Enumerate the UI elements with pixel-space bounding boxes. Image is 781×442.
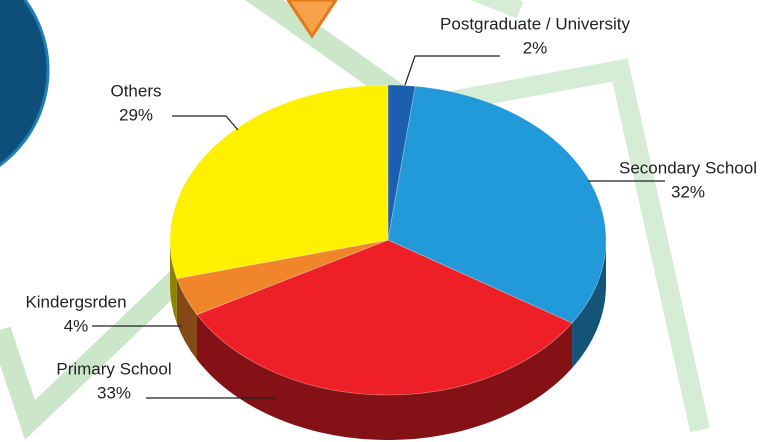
leader-line	[405, 56, 500, 85]
slice-value-label: 29%	[119, 105, 153, 124]
slice-label: Primary School	[56, 359, 171, 378]
slice-value-label: 4%	[64, 316, 89, 335]
slice-label: Postgraduate / University	[440, 14, 630, 33]
slice-value-label: 33%	[97, 383, 131, 402]
slice-value-label: 32%	[671, 182, 705, 201]
leader-line	[172, 116, 238, 130]
chart: Postgraduate / University 2% Secondary Sch…	[0, 0, 781, 442]
pie	[170, 85, 606, 440]
slice-label: Kindergsrden	[25, 292, 126, 311]
slice-label: Others	[110, 81, 161, 100]
slice-label: Secondary School	[619, 158, 757, 177]
slice-value-label: 2%	[523, 38, 548, 57]
decor-band	[470, 0, 520, 10]
